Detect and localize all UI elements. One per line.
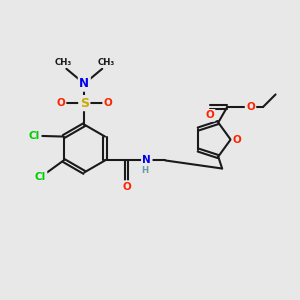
- Text: O: O: [122, 182, 131, 192]
- Text: N: N: [142, 155, 151, 166]
- Text: O: O: [246, 102, 255, 112]
- Text: O: O: [206, 110, 214, 120]
- Text: S: S: [80, 97, 89, 110]
- Text: CH₃: CH₃: [97, 58, 114, 67]
- Text: O: O: [233, 134, 242, 145]
- Text: O: O: [104, 98, 112, 108]
- Text: N: N: [79, 77, 89, 90]
- Text: Cl: Cl: [35, 172, 46, 182]
- Text: O: O: [56, 98, 65, 108]
- Text: CH₃: CH₃: [54, 58, 71, 67]
- Text: H: H: [142, 167, 149, 176]
- Text: Cl: Cl: [29, 131, 40, 141]
